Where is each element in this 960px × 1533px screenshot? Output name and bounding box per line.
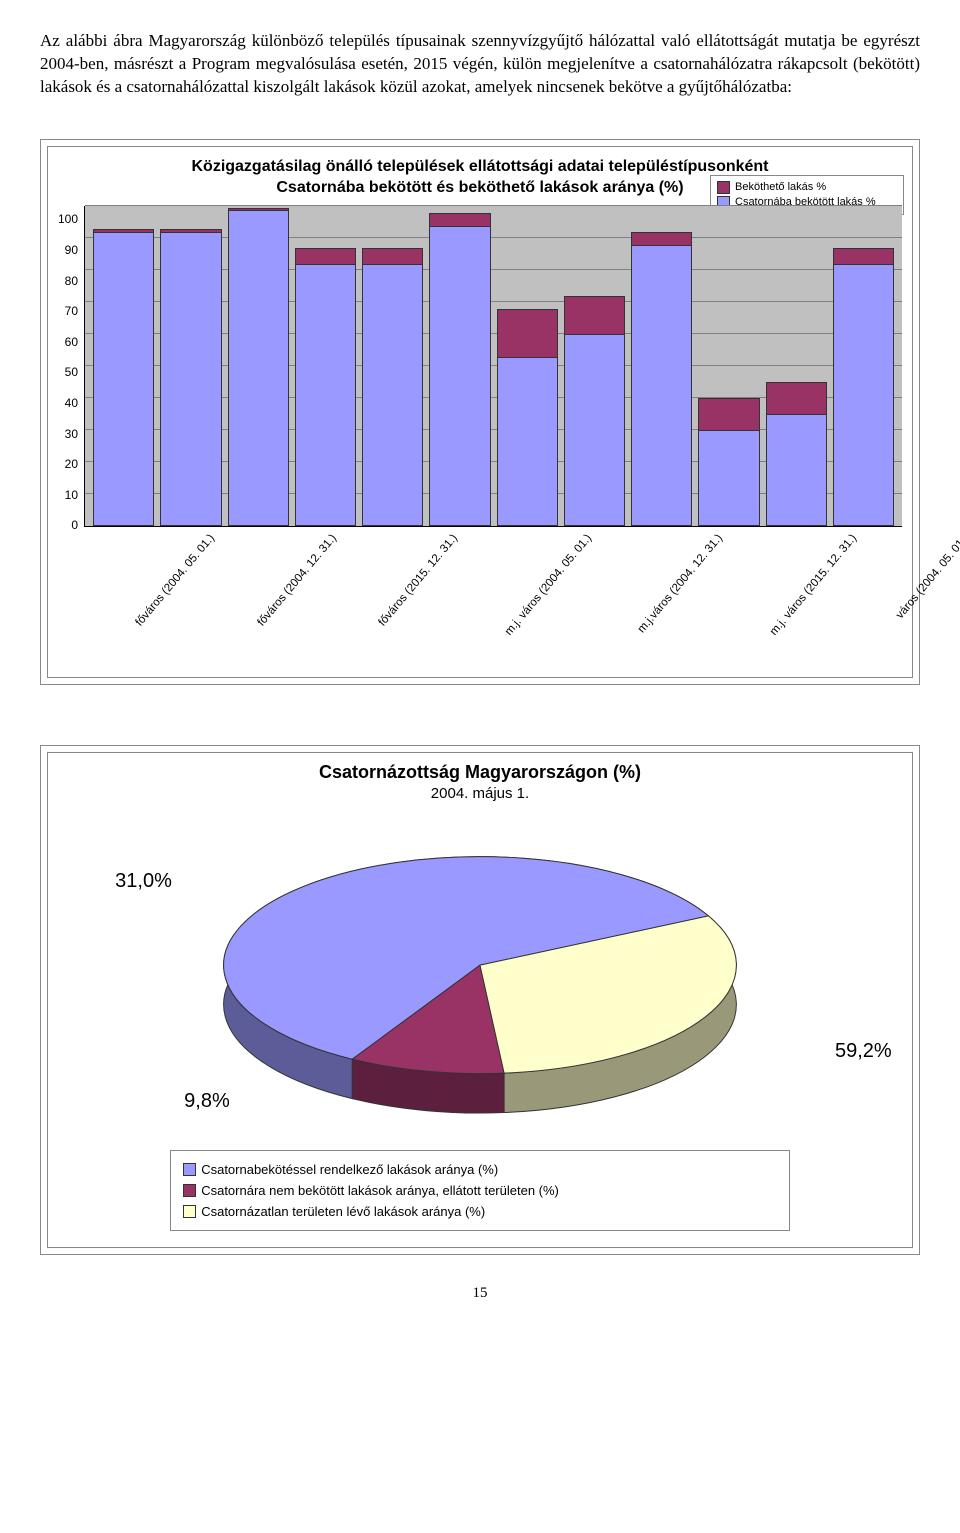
bar-column [631, 232, 692, 526]
bar-top-seg [362, 248, 423, 264]
bar-column [160, 229, 221, 527]
ytick: 50 [65, 365, 78, 379]
y-axis: 1009080706050403020100 [58, 206, 84, 526]
legend-row: Beköthető lakás % [717, 180, 897, 195]
legend-label: Csatornabekötéssel rendelkező lakások ar… [201, 1162, 498, 1177]
bar-bottom-seg [295, 264, 356, 526]
bar-column [295, 248, 356, 526]
swatch-icon [183, 1184, 196, 1197]
legend-label: Csatornára nem bekötött lakások aránya, … [201, 1183, 559, 1198]
x-axis-labels: főváros (2004. 05. 01.)főváros (2004. 12… [58, 527, 902, 667]
pie-pct-label: 31,0% [115, 870, 172, 893]
bar-top-seg [698, 398, 759, 430]
bar-title-line2: Csatornába bekötött és beköthető lakások… [276, 179, 683, 196]
bar-bottom-seg [228, 210, 289, 527]
page-number: 15 [40, 1285, 920, 1302]
bar-column [766, 382, 827, 526]
legend-label: Beköthető lakás % [735, 181, 826, 193]
legend-row: Csatornára nem bekötött lakások aránya, … [183, 1180, 777, 1201]
bar-top-seg [429, 213, 490, 226]
plot-area [84, 206, 902, 527]
gridline [85, 205, 902, 206]
bar-column [564, 296, 625, 526]
ytick: 30 [65, 427, 78, 441]
ytick: 80 [65, 274, 78, 288]
bar-column [497, 309, 558, 527]
ytick: 0 [71, 518, 78, 532]
ytick: 10 [65, 488, 78, 502]
legend-label: Csatornázatlan területen lévő lakások ar… [201, 1204, 485, 1219]
swatch-icon [717, 181, 730, 194]
pie-title: Csatornázottság Magyarországon (%) [56, 761, 904, 784]
bar-column [93, 229, 154, 527]
bar-column [228, 208, 289, 526]
bar-bottom-seg [497, 357, 558, 527]
bar-column [429, 213, 490, 527]
bar-top-seg [497, 309, 558, 357]
bar-top-seg [766, 382, 827, 414]
ytick: 40 [65, 396, 78, 410]
pie-legend: Csatornabekötéssel rendelkező lakások ar… [170, 1150, 790, 1231]
bar-bottom-seg [833, 264, 894, 526]
ytick: 60 [65, 335, 78, 349]
bar-bottom-seg [362, 264, 423, 526]
pie-chart-container: Csatornázottság Magyarországon (%) 2004.… [40, 745, 920, 1254]
ytick: 100 [58, 212, 78, 226]
bar-top-seg [631, 232, 692, 245]
pie-stage: 59,2% 9,8% 31,0% [56, 810, 904, 1140]
pie-pct-label: 9,8% [184, 1090, 230, 1113]
ytick: 70 [65, 304, 78, 318]
pie-subtitle: 2004. május 1. [56, 785, 904, 802]
ytick: 90 [65, 243, 78, 257]
bar-bottom-seg [93, 232, 154, 526]
bar-bottom-seg [160, 232, 221, 526]
bar-column [833, 248, 894, 526]
bar-title-line1: Közigazgatásilag önálló települések ellá… [191, 158, 768, 175]
legend-row: Csatornabekötéssel rendelkező lakások ar… [183, 1159, 777, 1180]
swatch-icon [183, 1163, 196, 1176]
bar-column [698, 398, 759, 526]
bar-bottom-seg [766, 414, 827, 526]
bar-top-seg [564, 296, 625, 334]
bar-top-seg [833, 248, 894, 264]
bar-bottom-seg [564, 334, 625, 526]
bar-top-seg [295, 248, 356, 264]
legend-row: Csatornázatlan területen lévő lakások ar… [183, 1201, 777, 1222]
pie-pct-label: 59,2% [835, 1040, 892, 1063]
intro-paragraph: Az alábbi ábra Magyarország különböző te… [40, 30, 920, 99]
bar-bottom-seg [631, 245, 692, 527]
bar-chart-container: Közigazgatásilag önálló települések ellá… [40, 139, 920, 686]
bar-column [362, 248, 423, 526]
ytick: 20 [65, 457, 78, 471]
bar-bottom-seg [698, 430, 759, 526]
swatch-icon [183, 1205, 196, 1218]
bar-bottom-seg [429, 226, 490, 527]
